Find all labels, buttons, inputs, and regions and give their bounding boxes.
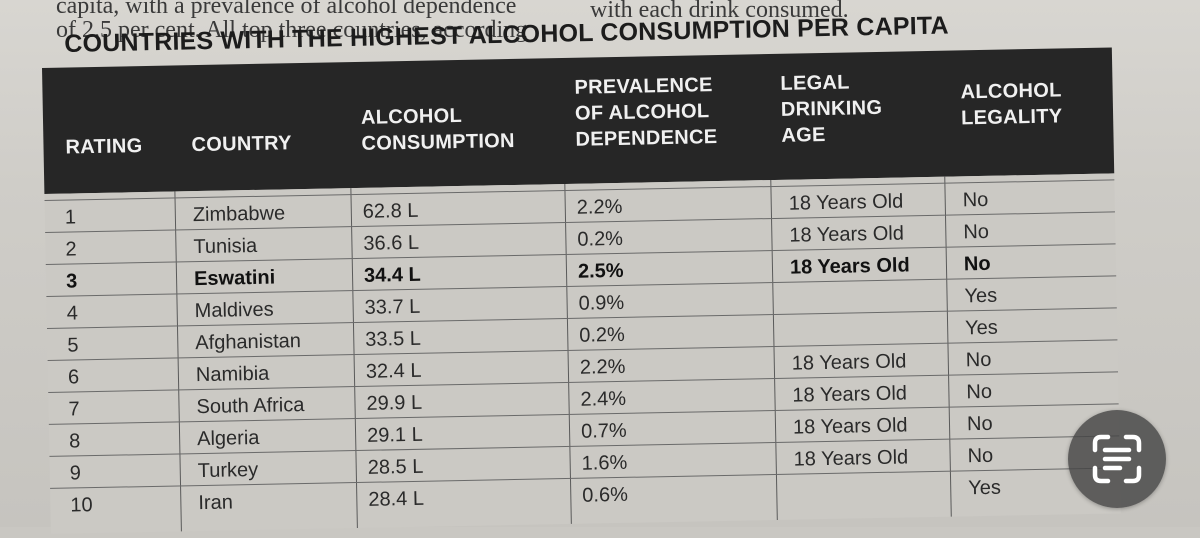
cell-country: Tunisia	[193, 234, 258, 259]
header-dependence-2: OF ALCOHOL	[574, 100, 710, 125]
cell-legal-age	[791, 315, 792, 347]
cell-consumption: 28.4 L	[368, 487, 425, 511]
cell-country: Eswatini	[193, 266, 276, 291]
cell-legality: No	[963, 252, 991, 276]
intro-line-1: capita, with a prevalence of alcohol dep…	[56, 0, 517, 19]
cell-rating: 7	[68, 398, 80, 421]
header-consumption-1: ALCOHOL	[360, 104, 463, 129]
header-legality-1: ALCOHOL	[960, 79, 1062, 104]
cell-legal-age: 18 Years Old	[792, 414, 908, 439]
cell-rating: 6	[67, 366, 80, 389]
cell-rating: 5	[67, 334, 79, 357]
cell-legality: Yes	[964, 316, 999, 340]
cell-consumption: 62.8 L	[362, 199, 419, 223]
cell-legality: Yes	[964, 284, 998, 308]
cell-rating: 3	[65, 270, 78, 293]
cell-dependence: 1.6%	[581, 451, 628, 475]
cell-legality: No	[965, 348, 992, 372]
cell-legality: No	[963, 220, 990, 244]
header-age-1: LEGAL	[780, 71, 850, 95]
cell-consumption: 29.9 L	[366, 391, 423, 415]
cell-consumption: 28.5 L	[367, 455, 424, 479]
intro-line-2: of 2.5 per cent. All top three countries…	[56, 17, 528, 43]
cell-dependence: 0.9%	[578, 291, 625, 315]
cell-country: South Africa	[196, 394, 305, 419]
header-country: COUNTRY	[191, 132, 292, 157]
cell-legal-age: 18 Years Old	[792, 382, 908, 407]
cell-consumption: 33.7 L	[364, 295, 421, 319]
consumption-table: RATING COUNTRY ALCOHOL CONSUMPTION PREVA…	[42, 47, 1121, 537]
live-text-scan-icon	[1092, 434, 1142, 484]
cell-legal-age: 18 Years Old	[789, 222, 905, 247]
cell-country: Zimbabwe	[192, 202, 286, 227]
cell-rating: 2	[65, 238, 77, 261]
cell-rating: 1	[64, 206, 77, 229]
table-header: RATING COUNTRY ALCOHOL CONSUMPTION PREVA…	[42, 47, 1115, 194]
cell-legality: No	[967, 444, 994, 468]
cell-legal-age: 18 Years Old	[793, 446, 909, 471]
cell-consumption: 36.6 L	[363, 231, 420, 255]
cell-consumption: 33.5 L	[365, 327, 422, 351]
live-text-scan-button[interactable]	[1068, 410, 1166, 508]
cell-legal-age: 18 Years Old	[788, 190, 904, 215]
header-rating: RATING	[65, 135, 143, 159]
cell-consumption: 32.4 L	[365, 359, 422, 383]
cell-legal-age: 18 Years Old	[789, 254, 910, 279]
cell-rating: 10	[70, 494, 93, 517]
header-dependence-1: PREVALENCE	[574, 74, 713, 99]
cell-dependence: 0.6%	[582, 483, 629, 507]
cell-country: Namibia	[195, 362, 270, 387]
cell-consumption: 34.4 L	[363, 263, 421, 287]
cell-legality: No	[966, 412, 993, 436]
header-age-3: AGE	[781, 123, 826, 147]
cell-legality: Yes	[968, 476, 1002, 500]
cell-country: Maldives	[194, 298, 274, 323]
cell-dependence: 2.2%	[576, 195, 623, 219]
intro-right-line-1: with each drink consumed.	[590, 0, 849, 23]
cell-consumption: 29.1 L	[366, 423, 423, 447]
cell-dependence: 2.5%	[577, 259, 624, 283]
cell-rating: 8	[68, 430, 81, 453]
header-consumption-2: CONSUMPTION	[361, 129, 516, 155]
cell-dependence: 2.4%	[580, 387, 627, 411]
cell-legal-age: 18 Years Old	[791, 350, 907, 375]
cell-country: Iran	[198, 491, 234, 515]
cell-legal-age	[790, 283, 791, 315]
header-legality-2: LEGALITY	[960, 105, 1063, 130]
cell-dependence: 0.2%	[579, 323, 626, 347]
cell-country: Algeria	[196, 426, 260, 451]
cell-dependence: 0.2%	[577, 227, 624, 251]
cell-legality: No	[962, 188, 989, 212]
cell-rating: 9	[69, 462, 82, 485]
header-age-2: DRINKING	[780, 96, 883, 121]
cell-country: Afghanistan	[195, 330, 302, 355]
cell-dependence: 2.2%	[579, 355, 626, 379]
header-dependence-3: DEPENDENCE	[575, 126, 718, 151]
table-body: 1 Zimbabwe 62.8 L 2.2% 18 Years Old No 2 Tunisi…	[44, 173, 1121, 534]
cell-dependence: 0.7%	[580, 419, 627, 443]
cell-country: Turkey	[197, 458, 259, 483]
cell-legality: No	[966, 380, 993, 404]
cell-rating: 4	[66, 302, 79, 325]
intro-text: capita, with a prevalence of alcohol dep…	[56, 0, 1156, 44]
cell-legal-age	[794, 475, 795, 507]
